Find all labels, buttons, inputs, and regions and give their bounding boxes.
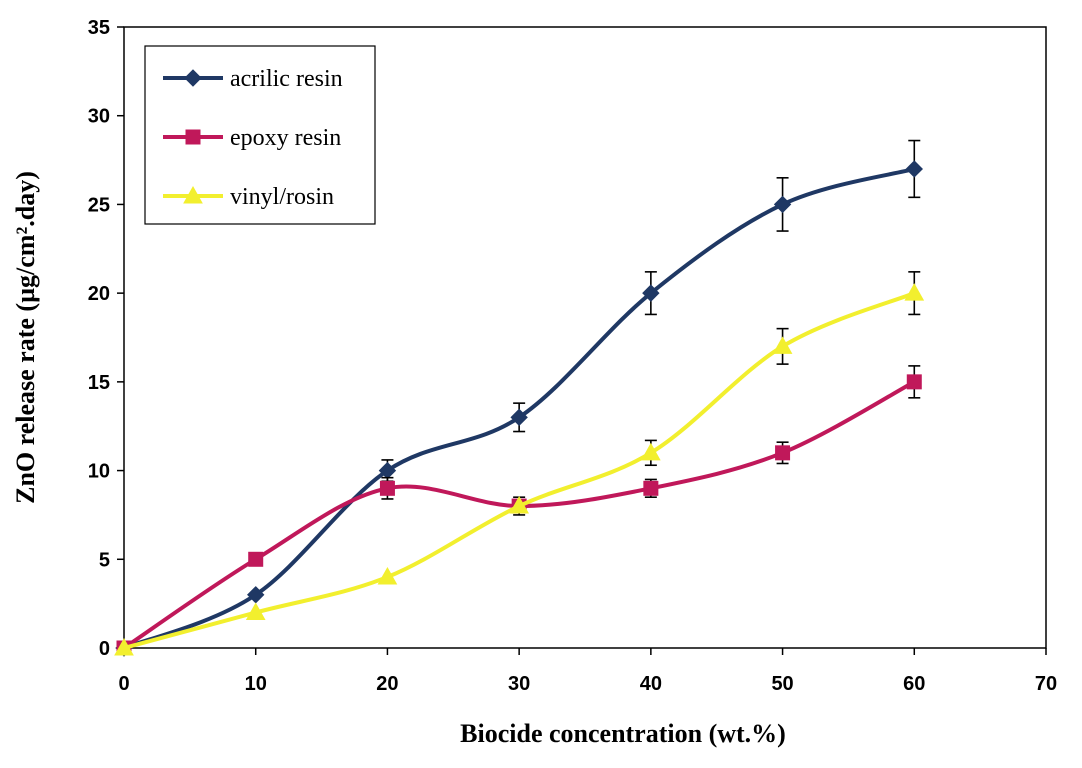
legend: acrilic resin epoxy resin vinyl/rosin bbox=[144, 45, 376, 225]
data-point bbox=[904, 283, 925, 301]
y-tick-label: 0 bbox=[99, 638, 110, 660]
x-tick-label: 20 bbox=[376, 673, 398, 695]
y-tick-label: 5 bbox=[99, 549, 110, 571]
legend-label: epoxy resin bbox=[230, 125, 341, 151]
data-point bbox=[510, 408, 528, 427]
plot-border bbox=[123, 26, 1047, 649]
x-tick-label: 60 bbox=[903, 673, 925, 695]
data-point bbox=[773, 195, 792, 214]
x-tick-label: 50 bbox=[771, 673, 793, 695]
data-point bbox=[642, 284, 660, 302]
series-line bbox=[123, 291, 916, 650]
data-point bbox=[906, 374, 922, 390]
plot-area bbox=[123, 26, 1047, 649]
legend-label: acrilic resin bbox=[230, 66, 343, 92]
x-tick-label: 30 bbox=[508, 673, 530, 695]
data-point bbox=[509, 496, 529, 514]
x-tick-label: 40 bbox=[640, 673, 662, 695]
y-axis-title: ZnO release rate (µg/cm².day) bbox=[11, 171, 40, 504]
data-point bbox=[245, 602, 266, 621]
data-point bbox=[905, 160, 923, 178]
legend-marker bbox=[185, 129, 201, 145]
data-point bbox=[379, 480, 395, 496]
series-layer bbox=[114, 139, 925, 657]
x-tick-label: 70 bbox=[1035, 673, 1057, 695]
y-tick-label: 10 bbox=[88, 461, 110, 483]
y-tick-label: 20 bbox=[88, 283, 110, 305]
legend-marker bbox=[184, 69, 202, 87]
x-axis-title: Biocide concentration (wt.%) bbox=[460, 719, 786, 748]
data-point bbox=[772, 336, 793, 354]
series-vinyl-rosin bbox=[114, 271, 925, 656]
legend-marker bbox=[183, 185, 203, 204]
y-tick-label: 30 bbox=[88, 106, 110, 128]
data-point bbox=[775, 445, 791, 461]
x-tick-label: 10 bbox=[245, 673, 267, 695]
data-point bbox=[377, 567, 398, 585]
axes: 0 5 10 15 20 25 30 35 0 10 20 30 40 50 60 70 bbox=[88, 17, 1057, 695]
legend-label: vinyl/rosin bbox=[230, 184, 334, 210]
data-point bbox=[641, 442, 661, 461]
y-tick-label: 35 bbox=[88, 17, 110, 39]
data-point bbox=[114, 637, 134, 656]
data-point bbox=[643, 480, 659, 496]
y-tick-label: 15 bbox=[88, 372, 110, 394]
x-tick-label: 0 bbox=[118, 673, 129, 695]
data-point bbox=[248, 551, 264, 567]
y-tick-label: 25 bbox=[88, 194, 110, 216]
